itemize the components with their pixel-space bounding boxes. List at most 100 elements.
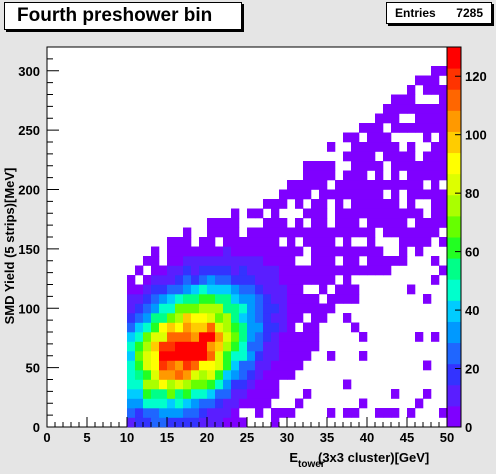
heatmap-cell: [207, 246, 216, 257]
heatmap-cell: [375, 189, 384, 200]
heatmap-cell: [127, 389, 136, 399]
heatmap-cell: [271, 360, 280, 371]
heatmap-cell: [183, 303, 192, 314]
heatmap-cell: [223, 313, 232, 323]
heatmap-cell: [271, 341, 280, 352]
heatmap-cell: [375, 123, 384, 133]
heatmap-cell: [223, 303, 232, 314]
heatmap-cell: [335, 284, 344, 295]
heatmap-cell: [407, 104, 416, 114]
heatmap-cell: [151, 322, 160, 333]
heatmap-cell: [215, 351, 224, 361]
colorbar-segment: [447, 258, 461, 280]
heatmap-cell: [223, 275, 232, 285]
heatmap-cell: [255, 351, 264, 361]
heatmap-cell: [407, 237, 416, 247]
colorbar-segment: [447, 194, 461, 217]
heatmap-cell: [407, 408, 416, 418]
heatmap-cell: [383, 265, 392, 276]
heatmap-cell: [271, 294, 280, 304]
heatmap-cell: [287, 189, 296, 200]
heatmap-cell: [319, 313, 328, 323]
heatmap-cell: [271, 389, 280, 399]
heatmap-cell: [175, 417, 184, 428]
heatmap-cell: [263, 370, 272, 380]
heatmap-cell: [151, 370, 160, 380]
heatmap-cell: [311, 199, 320, 209]
heatmap-cell: [431, 275, 440, 285]
heatmap-cell: [271, 351, 280, 361]
heatmap-cell: [151, 313, 160, 323]
heatmap-cell: [207, 370, 216, 380]
heatmap-cell: [327, 161, 336, 171]
heatmap-cell: [439, 142, 448, 152]
heatmap-cell: [367, 256, 376, 266]
heatmap-cell: [375, 142, 384, 152]
heatmap-cell: [231, 389, 240, 399]
heatmap-cell: [407, 85, 416, 95]
heatmap-cell: [151, 294, 160, 304]
heatmap-cell: [159, 275, 168, 285]
heatmap-cell: [231, 360, 240, 371]
heatmap-cell: [151, 417, 160, 428]
heatmap-cell: [231, 275, 240, 285]
heatmap-cell: [215, 341, 224, 352]
heatmap-cell: [223, 246, 232, 257]
heatmap-cell: [351, 208, 360, 219]
heatmap-cell: [167, 341, 176, 352]
heatmap-cell: [327, 303, 336, 314]
heatmap-cell: [391, 94, 400, 105]
heatmap-cell: [343, 132, 352, 143]
heatmap-cell: [247, 332, 256, 342]
y-tick-label: 50: [26, 361, 40, 376]
heatmap-cell: [263, 275, 272, 285]
heatmap-cell: [199, 341, 208, 352]
heatmap-cell: [135, 313, 144, 323]
heatmap-cell: [423, 104, 432, 114]
heatmap-cell: [255, 313, 264, 323]
heatmap-cell: [231, 237, 240, 247]
heatmap-cell: [135, 341, 144, 352]
heatmap-cell: [279, 322, 288, 333]
heatmap-cell: [167, 246, 176, 257]
heatmap-cell: [271, 199, 280, 209]
heatmap-cell: [343, 313, 352, 323]
heatmap-cell: [239, 322, 248, 333]
heatmap-cell: [295, 227, 304, 238]
heatmap-cell: [239, 303, 248, 314]
heatmap-cell: [215, 332, 224, 342]
heatmap-cell: [271, 237, 280, 247]
heatmap-cell: [359, 142, 368, 152]
y-tick-label: 200: [18, 183, 40, 198]
heatmap-cell: [439, 113, 448, 124]
heatmap-cell: [431, 75, 440, 86]
heatmap-cell: [351, 256, 360, 266]
heatmap-cell: [127, 417, 136, 428]
heatmap-cell: [207, 237, 216, 247]
heatmap-cell: [303, 389, 312, 399]
heatmap-cell: [295, 332, 304, 342]
heatmap-cell: [143, 389, 152, 399]
stats-box: Entries 7285: [386, 2, 492, 24]
heatmap-cell: [239, 284, 248, 295]
heatmap-cell: [343, 208, 352, 219]
heatmap-cell: [199, 370, 208, 380]
heatmap-cell: [247, 389, 256, 399]
colorbar-tick-label: 100: [465, 128, 487, 143]
heatmap-cell: [279, 265, 288, 276]
heatmap-cell: [303, 303, 312, 314]
heatmap-cell: [303, 341, 312, 352]
heatmap-cell: [303, 189, 312, 200]
heatmap-cell: [239, 294, 248, 304]
heatmap-cell: [199, 275, 208, 285]
heatmap-cell: [127, 275, 136, 285]
heatmap-cell: [439, 123, 448, 133]
heatmap-cell: [263, 199, 272, 209]
heatmap-cell: [415, 332, 424, 342]
heatmap-cell: [215, 417, 224, 428]
colorbar-segment: [447, 405, 461, 428]
heatmap-cell: [303, 275, 312, 285]
heatmap-cell: [319, 275, 328, 285]
heatmap-cell: [287, 294, 296, 304]
heatmap-cell: [295, 265, 304, 276]
